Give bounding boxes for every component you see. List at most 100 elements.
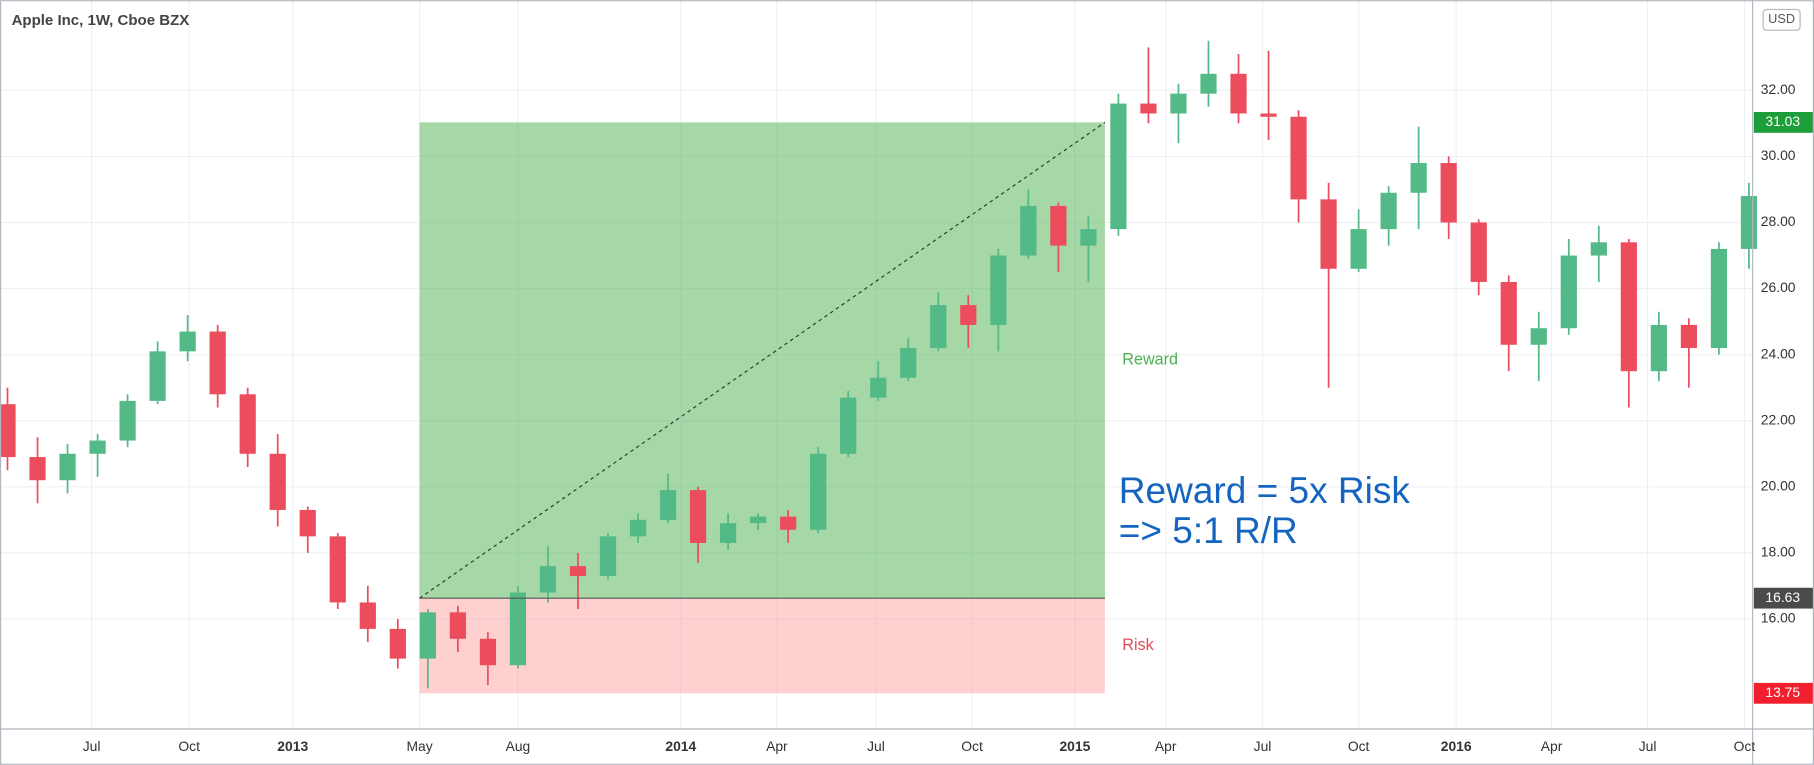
x-tick-label: Apr [766, 738, 788, 754]
y-tick-label: 32.00 [1761, 81, 1796, 97]
candle-body [419, 612, 436, 659]
candle-body [1050, 205, 1067, 246]
x-tick-label: Oct [1348, 738, 1370, 754]
candle-body [269, 453, 286, 510]
x-tick-label: Jul [83, 738, 101, 754]
candle-body [329, 536, 346, 603]
candle-body [1080, 229, 1097, 246]
candle-body [1320, 199, 1337, 269]
candle-body [1470, 222, 1487, 282]
candle-body [479, 638, 496, 666]
candle-body [960, 305, 977, 325]
candle-body [569, 566, 587, 577]
x-tick-label: Jul [867, 738, 885, 754]
candle-body [1290, 116, 1307, 200]
candle-body [750, 516, 767, 524]
candle-body [990, 255, 1007, 325]
candle-body [1140, 103, 1157, 114]
candle-body [1560, 255, 1577, 329]
candle-body [1710, 248, 1728, 349]
candle-body [870, 377, 887, 398]
currency-box [1762, 8, 1801, 31]
candle-body [689, 490, 707, 543]
candle-body [1740, 196, 1758, 249]
candle-body [1680, 324, 1697, 349]
candle-body [239, 394, 256, 454]
candle-body [1380, 192, 1397, 230]
price-label-box [1753, 111, 1813, 133]
y-tick-label: 20.00 [1761, 477, 1796, 493]
y-tick-label: 26.00 [1761, 279, 1796, 295]
candle-body [1200, 73, 1217, 94]
candle-body [1500, 281, 1517, 345]
reward-label: Reward [1122, 351, 1178, 369]
candle-body [780, 516, 797, 530]
candle-body [179, 331, 196, 352]
currency: USD [1768, 11, 1795, 26]
x-tick-label: Oct [1734, 738, 1756, 754]
candle-body [389, 628, 406, 659]
candle-body [930, 305, 947, 349]
candle-body [810, 453, 827, 530]
candle-body [539, 566, 557, 593]
candle-body [1350, 229, 1367, 269]
candle-body [659, 490, 677, 520]
x-tick-label: Apr [1541, 738, 1563, 754]
x-tick-label: 2016 [1441, 738, 1472, 754]
candle-body [1110, 103, 1127, 230]
candle-body [1440, 163, 1457, 223]
x-tick-label: 2015 [1059, 738, 1090, 754]
price-label: 16.63 [1765, 589, 1800, 605]
candle-body [599, 536, 617, 577]
candle-body [629, 519, 647, 537]
candle-body [1590, 242, 1607, 256]
candle-body [1620, 242, 1637, 372]
candle-body [1650, 324, 1667, 372]
candle-body [0, 404, 16, 458]
price-label-box [1753, 682, 1813, 704]
x-tick-label: 2014 [665, 738, 696, 754]
x-tick-label: Apr [1155, 738, 1177, 754]
candle-body [29, 457, 46, 481]
candle-body [1410, 163, 1427, 193]
candle-body [359, 602, 376, 629]
candle-body [509, 592, 527, 666]
candle-body [1170, 93, 1187, 114]
candle-body [1020, 205, 1037, 256]
candle-body [719, 523, 737, 543]
annotation: Reward = 5x Risk [1119, 469, 1411, 511]
y-tick-label: 22.00 [1761, 411, 1796, 427]
risk-zone [419, 598, 1105, 694]
candle-body [900, 348, 917, 378]
price-label-box [1753, 587, 1813, 609]
x-tick-label: 2013 [277, 738, 308, 754]
x-tick-label: Jul [1254, 738, 1272, 754]
x-tick-label: Jul [1639, 738, 1657, 754]
candle-body [1530, 328, 1547, 345]
candle-body [449, 612, 466, 639]
candle-body [840, 397, 857, 454]
y-tick-label: 30.00 [1761, 147, 1796, 163]
y-tick-label: 24.00 [1761, 345, 1796, 361]
candle-body [89, 440, 106, 454]
y-tick-label: 28.00 [1761, 213, 1796, 229]
x-tick-label: Oct [178, 738, 200, 754]
candle-body [59, 453, 76, 481]
y-tick-label: 16.00 [1761, 610, 1796, 626]
candle-body [149, 351, 166, 401]
y-tick-label: 18.00 [1761, 544, 1796, 560]
candle-body [299, 509, 316, 537]
target-path [419, 121, 1106, 599]
candle-body [119, 400, 136, 441]
annotation: => 5:1 R/R [1119, 509, 1298, 551]
risk-label: Risk [1122, 636, 1154, 654]
candle-body [1230, 73, 1247, 114]
x-tick-label: Aug [506, 738, 531, 754]
candle-body [209, 331, 226, 395]
price-label: 31.03 [1765, 113, 1800, 129]
candle-body [1260, 113, 1277, 117]
x-tick-label: May [406, 738, 432, 754]
chart-title: Apple Inc, 1W, Cboe BZX [12, 12, 190, 29]
